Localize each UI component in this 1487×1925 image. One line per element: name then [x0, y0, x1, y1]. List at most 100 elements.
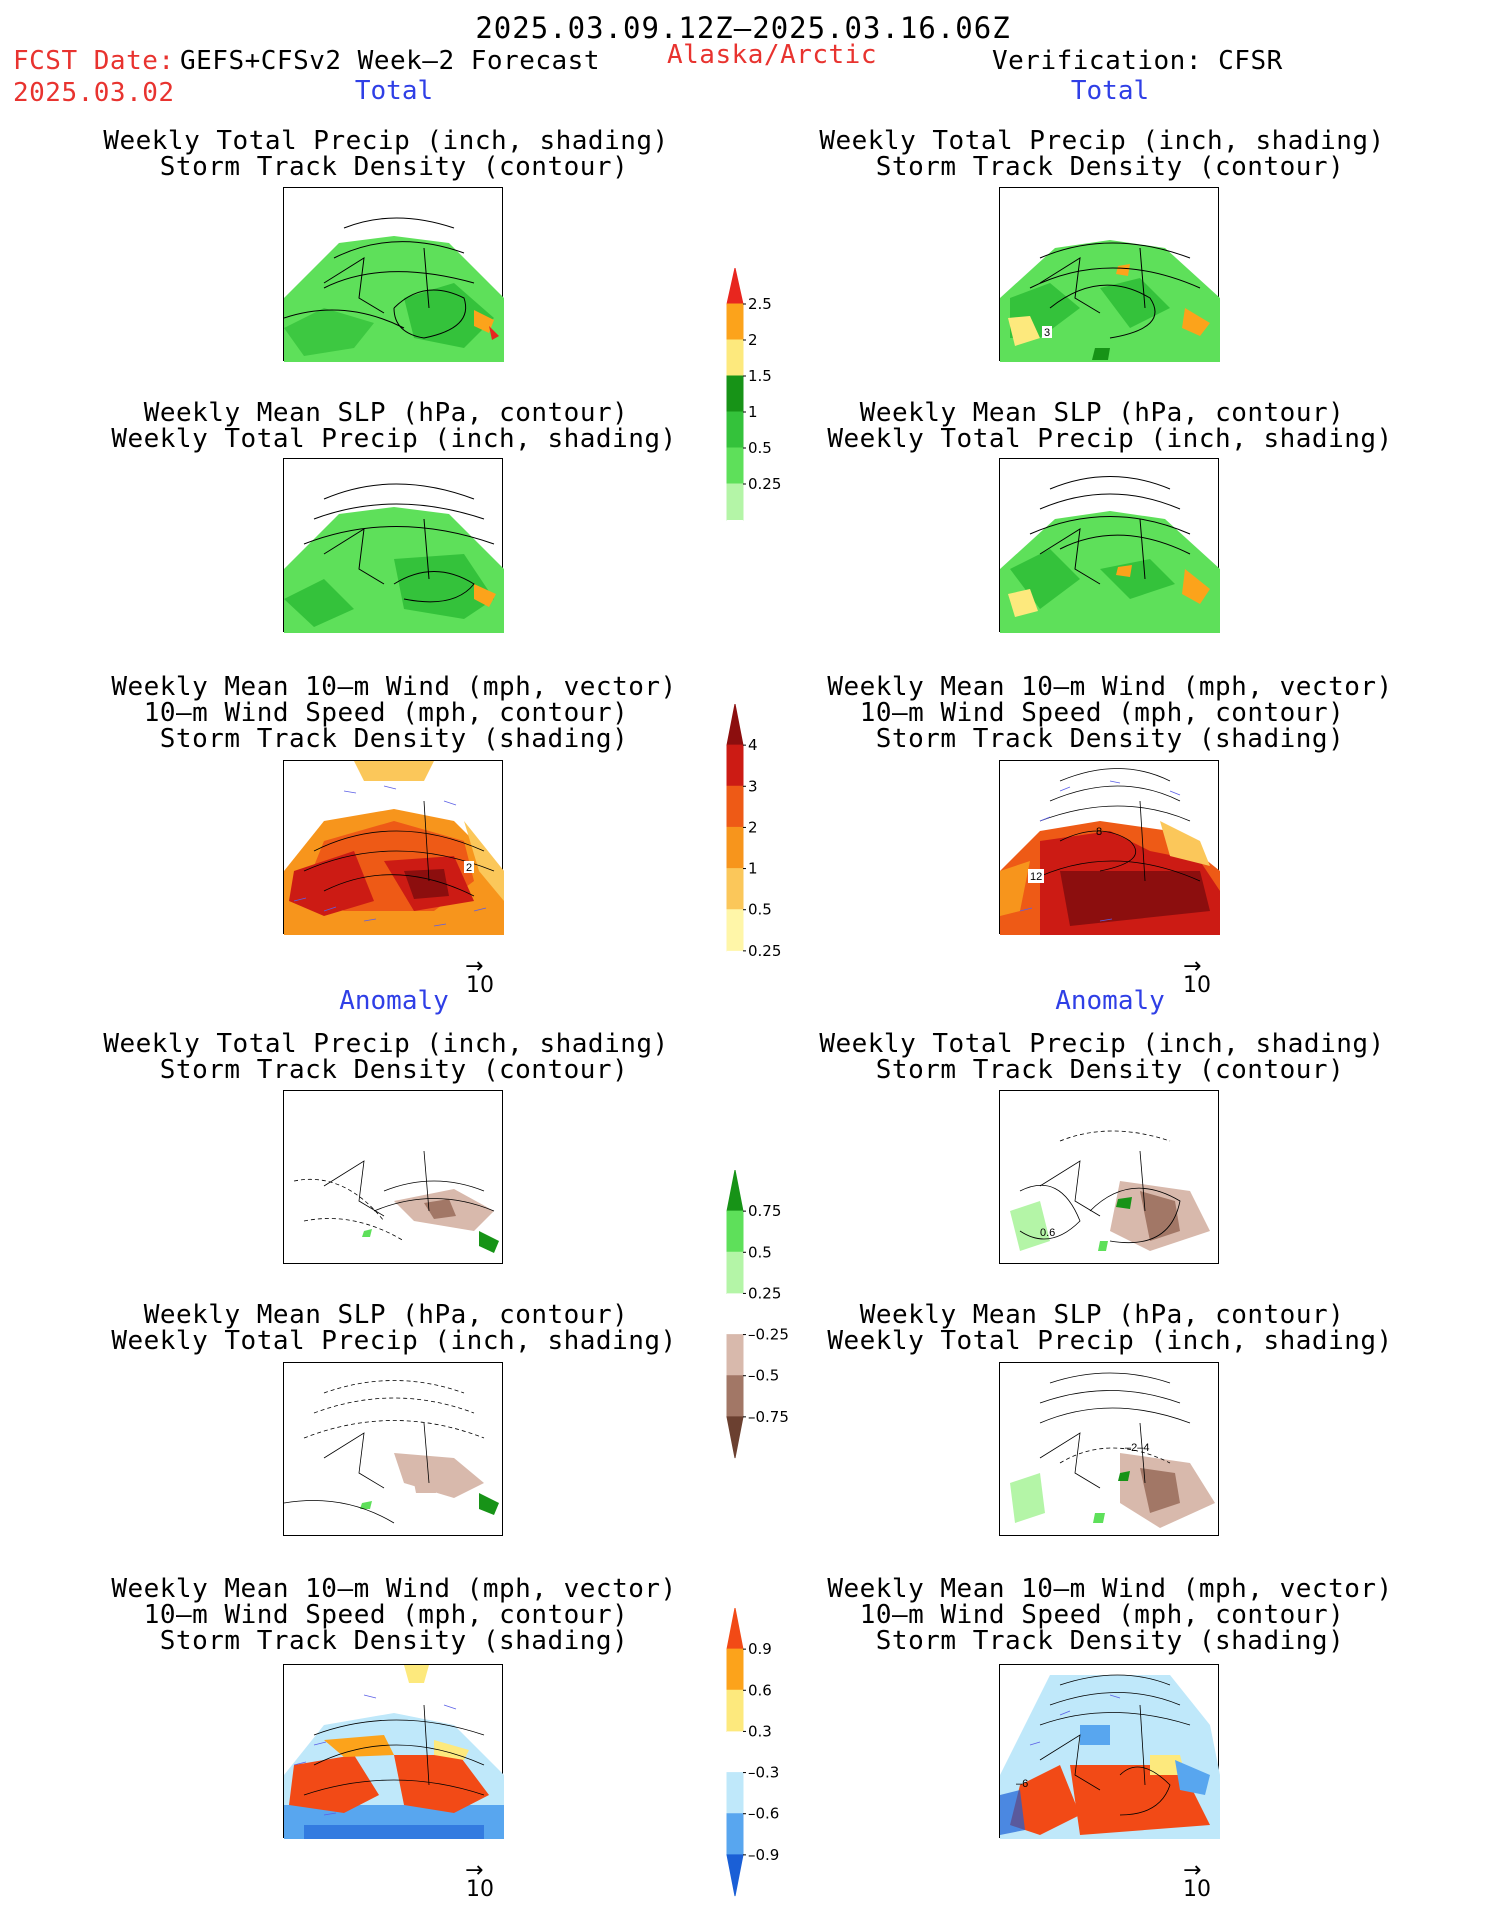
colorbar-tick-label: –0.5 [748, 1367, 779, 1385]
contour-label-anom-wind-obs: –6 [1016, 1778, 1028, 1790]
colorbar-anom-storm: 0.9 0.6 0.3 –0.3 –0.6 –0.9 [724, 1607, 824, 1898]
colorbar-segment [726, 1210, 744, 1253]
section-anomaly-left: Anomaly [339, 986, 449, 1016]
colorbar-segment [726, 1251, 744, 1294]
section-total-left: Total [354, 76, 434, 106]
title-l6-line1: Weekly Mean 10–m Wind (mph, vector) [111, 1574, 677, 1604]
title-r4-line1: Weekly Total Precip (inch, shading) [819, 1029, 1385, 1059]
title-r2-line1: Weekly Mean SLP (hPa, contour) [859, 398, 1345, 428]
colorbar-segment [726, 1854, 744, 1897]
title-l5-line2: Weekly Total Precip (inch, shading) [111, 1326, 677, 1356]
colorbar-tick-label: 4 [748, 736, 758, 754]
section-anomaly-right: Anomaly [1055, 986, 1165, 1016]
map-total-wind-obs: 12 8 [999, 760, 1220, 935]
map-total-slp-fcst [283, 458, 504, 633]
map-anom-slp-fcst [283, 1362, 503, 1536]
colorbar-tick-label: 0.75 [748, 1202, 781, 1220]
colorbar-tick-label: –0.75 [748, 1408, 789, 1426]
title-r3-line2: 10–m Wind Speed (mph, contour) [859, 698, 1345, 728]
colorbar-tick-label: –0.3 [748, 1764, 779, 1782]
vector-ref-l2: → [465, 1858, 484, 1883]
colorbar-segment [726, 909, 744, 952]
colorbar-segment [727, 950, 743, 992]
colorbar-tick-label: 1.5 [748, 367, 772, 385]
map-anom-wind-obs: –6 [999, 1664, 1220, 1839]
verification-label: Verification: CFSR [992, 46, 1283, 76]
colorbar-segment [726, 1813, 744, 1856]
fcst-date: 2025.03.02 [13, 78, 175, 108]
colorbar-tick-label: 0.5 [748, 901, 772, 919]
title-r3-line1: Weekly Mean 10–m Wind (mph, vector) [827, 672, 1393, 702]
title-l5-line1: Weekly Mean SLP (hPa, contour) [143, 1300, 629, 1330]
colorbar-segment [726, 339, 744, 377]
colorbar-segment [726, 826, 744, 870]
title-r6-line3: Storm Track Density (shading) [875, 1626, 1345, 1656]
map-anom-wind-fcst [283, 1664, 504, 1839]
colorbar-segment [726, 1648, 744, 1691]
colorbar-tick-label: 0.25 [748, 942, 781, 960]
colorbar-segment [726, 744, 744, 787]
map-total-slp-obs [999, 458, 1220, 633]
colorbar-segment [726, 703, 744, 746]
colorbar-tick-label: 0.25 [748, 1284, 781, 1302]
colorbar-segment [726, 267, 744, 305]
section-total-right: Total [1070, 76, 1150, 106]
title-r3-line3: Storm Track Density (shading) [875, 724, 1345, 754]
colorbar-tick-label: 1 [748, 860, 758, 878]
colorbar-segment [726, 1334, 744, 1377]
colorbar-tick-label: 0.25 [748, 475, 781, 493]
fcst-date-label: FCST Date: [13, 46, 175, 76]
title-l6-line3: Storm Track Density (shading) [159, 1626, 629, 1656]
colorbar-segment [727, 1293, 743, 1335]
title-r6-line1: Weekly Mean 10–m Wind (mph, vector) [827, 1574, 1393, 1604]
colorbar-tick-label: –0.6 [748, 1805, 779, 1823]
vector-ref-l1: → [465, 954, 484, 979]
map-anom-precip-fcst [283, 1090, 503, 1264]
title-r2-line2: Weekly Total Precip (inch, shading) [827, 424, 1393, 454]
region-label: Alaska/Arctic [667, 40, 877, 70]
colorbar-tick-label: 2 [748, 331, 758, 349]
colorbar-tick-label: 3 [748, 777, 758, 795]
fcst-model: GEFS+CFSv2 Week–2 Forecast [180, 46, 600, 76]
title-l2-line1: Weekly Mean SLP (hPa, contour) [143, 398, 629, 428]
title-r1-line2: Storm Track Density (contour) [875, 152, 1345, 182]
map-total-wind-fcst: 2 [283, 760, 504, 935]
contour-label-precip-obs: 3 [1044, 327, 1050, 339]
colorbar-tick-label: 0.9 [748, 1640, 772, 1658]
title-l3-line2: 10–m Wind Speed (mph, contour) [143, 698, 629, 728]
colorbar-segment [727, 520, 743, 556]
colorbar-anom-precip: 0.75 0.5 0.25 –0.25 –0.5 –0.75 [724, 1169, 824, 1460]
colorbar-segment [726, 411, 744, 449]
title-l3-line1: Weekly Mean 10–m Wind (mph, vector) [111, 672, 677, 702]
title-r1-line1: Weekly Total Precip (inch, shading) [819, 126, 1385, 156]
colorbar-segment [726, 1416, 744, 1459]
colorbar-tick-label: 2.5 [748, 295, 772, 313]
colorbar-tick-label: –0.9 [748, 1846, 779, 1864]
colorbar-total-precip: 2.5 2 1.5 1 0.5 0.25 [724, 267, 824, 558]
colorbar-tick-label: 0.6 [748, 1681, 772, 1699]
colorbar-segment [726, 303, 744, 341]
colorbar-segment [726, 1375, 744, 1418]
period-title: 2025.03.09.12Z–2025.03.16.06Z [475, 11, 1011, 45]
contour-label-anom-precip-obs: 0.6 [1040, 1227, 1055, 1239]
title-r6-line2: 10–m Wind Speed (mph, contour) [859, 1600, 1345, 1630]
colorbar-segment [726, 483, 744, 521]
colorbar-tick-label: 0.5 [748, 439, 772, 457]
colorbar-tick-label: 2 [748, 818, 758, 836]
vector-ref-r1: → [1183, 954, 1202, 979]
title-l1-line2: Storm Track Density (contour) [159, 152, 629, 182]
colorbar-segment [726, 1772, 744, 1815]
contour-label-wind-obs-a: 12 [1030, 871, 1042, 883]
colorbar-segment [726, 785, 744, 828]
vector-ref-r1-value: 10 [1183, 973, 1211, 998]
colorbar-segment [726, 375, 744, 413]
colorbar-segment [726, 1607, 744, 1650]
map-total-precip-obs: 3 [999, 187, 1220, 362]
colorbar-total-storm: 4 3 2 1 0.5 0.25 [724, 703, 824, 994]
vector-ref-r2: → [1183, 1858, 1202, 1883]
colorbar-segment [726, 1689, 744, 1732]
title-l6-line2: 10–m Wind Speed (mph, contour) [143, 1600, 629, 1630]
colorbar-tick-label: –0.25 [748, 1326, 789, 1344]
title-l2-line2: Weekly Total Precip (inch, shading) [111, 424, 677, 454]
title-l3-line3: Storm Track Density (shading) [159, 724, 629, 754]
